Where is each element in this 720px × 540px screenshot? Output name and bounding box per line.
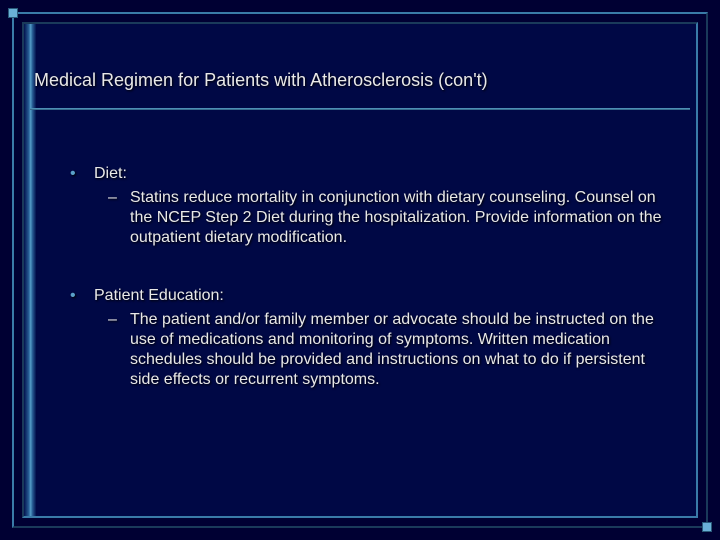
left-glow-bar (24, 24, 36, 516)
bullet-dash-icon: – (108, 188, 117, 208)
title-underline (30, 108, 690, 110)
slide: Medical Regimen for Patients with Athero… (0, 0, 720, 540)
bullet-education-detail: – The patient and/or family member or ad… (64, 310, 666, 390)
bullet-diet-heading: • Diet: (64, 164, 666, 184)
bullet-text: The patient and/or family member or advo… (130, 311, 654, 388)
bullet-text: Diet: (94, 165, 127, 182)
section-patient-education: • Patient Education: – The patient and/o… (64, 286, 666, 390)
bullet-text: Statins reduce mortality in conjunction … (130, 189, 662, 246)
bullet-education-heading: • Patient Education: (64, 286, 666, 306)
bullet-dash-icon: – (108, 310, 117, 330)
slide-title: Medical Regimen for Patients with Athero… (34, 70, 488, 91)
bullet-text: Patient Education: (94, 287, 224, 304)
slide-content: • Diet: – Statins reduce mortality in co… (64, 164, 666, 428)
bullet-diet-detail: – Statins reduce mortality in conjunctio… (64, 188, 666, 248)
bullet-dot-icon: • (70, 286, 76, 306)
section-diet: • Diet: – Statins reduce mortality in co… (64, 164, 666, 248)
bullet-dot-icon: • (70, 164, 76, 184)
inner-border: Medical Regimen for Patients with Athero… (22, 22, 698, 518)
